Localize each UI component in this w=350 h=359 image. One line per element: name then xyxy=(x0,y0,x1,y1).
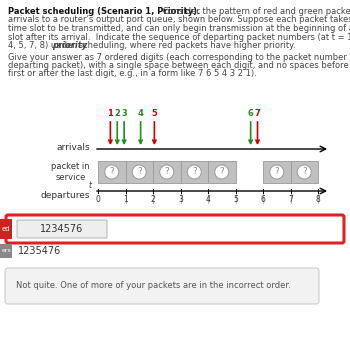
Circle shape xyxy=(105,165,119,179)
Text: 2: 2 xyxy=(114,109,120,118)
Text: departures: departures xyxy=(41,191,90,200)
Text: ?: ? xyxy=(274,168,279,177)
Text: Packet scheduling (Scenario 1, Priority).: Packet scheduling (Scenario 1, Priority)… xyxy=(8,7,200,16)
Text: ?: ? xyxy=(219,168,224,177)
Text: arrivals to a router’s output port queue, shown below. Suppose each packet takes: arrivals to a router’s output port queue… xyxy=(8,15,350,24)
Text: 1235476: 1235476 xyxy=(18,246,61,256)
Circle shape xyxy=(297,165,311,179)
Text: 5: 5 xyxy=(233,195,238,204)
Text: 3: 3 xyxy=(121,109,127,118)
Bar xyxy=(263,161,290,183)
Text: 2: 2 xyxy=(150,195,155,204)
Text: 1234576: 1234576 xyxy=(40,224,84,234)
Bar xyxy=(153,161,181,183)
Text: ?: ? xyxy=(137,168,142,177)
Text: arrivals: arrivals xyxy=(56,143,90,151)
FancyBboxPatch shape xyxy=(0,244,12,258)
Text: Consider the pattern of red and green packet: Consider the pattern of red and green pa… xyxy=(160,7,350,16)
Text: ?: ? xyxy=(302,168,307,177)
Text: ?: ? xyxy=(109,168,114,177)
Text: packet in
service: packet in service xyxy=(51,162,90,182)
Text: 4: 4 xyxy=(138,109,144,118)
Text: 1: 1 xyxy=(107,109,113,118)
Text: 4, 5, 7, 8) under: 4, 5, 7, 8) under xyxy=(8,41,78,50)
Text: Give your answer as 7 ordered digits (each corresponding to the packet number of: Give your answer as 7 ordered digits (ea… xyxy=(8,52,350,61)
Text: 5: 5 xyxy=(152,109,157,118)
Circle shape xyxy=(215,165,229,179)
Text: 3: 3 xyxy=(178,195,183,204)
Text: priority: priority xyxy=(52,41,87,50)
Circle shape xyxy=(132,165,146,179)
Text: Not quite. One of more of your packets are in the incorrect order.: Not quite. One of more of your packets a… xyxy=(16,281,291,290)
Bar xyxy=(208,161,236,183)
Text: scheduling, where red packets have higher priority.: scheduling, where red packets have highe… xyxy=(76,41,295,50)
Bar xyxy=(126,161,153,183)
Text: ed: ed xyxy=(2,226,10,232)
Text: time slot to be transmitted, and can only begin transmission at the beginning of: time slot to be transmitted, and can onl… xyxy=(8,24,350,33)
Text: 7: 7 xyxy=(288,195,293,204)
Circle shape xyxy=(160,165,174,179)
Circle shape xyxy=(187,165,201,179)
Text: ers: ers xyxy=(1,248,11,253)
Text: first or after the last digit, e.g., in a form like 7 6 5 4 3 2 1).: first or after the last digit, e.g., in … xyxy=(8,70,257,79)
Text: 0: 0 xyxy=(96,195,100,204)
Text: 7: 7 xyxy=(255,109,260,118)
Text: departing packet), with a single space between each digit, and no spaces before : departing packet), with a single space b… xyxy=(8,61,350,70)
Text: 4: 4 xyxy=(205,195,210,204)
Bar xyxy=(181,161,208,183)
Text: slot after its arrival.  Indicate the sequence of departing packet numbers (at t: slot after its arrival. Indicate the seq… xyxy=(8,33,350,42)
Text: ?: ? xyxy=(192,168,197,177)
Text: 6: 6 xyxy=(260,195,265,204)
Bar xyxy=(290,161,318,183)
Text: 1: 1 xyxy=(123,195,128,204)
FancyBboxPatch shape xyxy=(0,219,12,239)
Bar xyxy=(98,161,126,183)
Text: ?: ? xyxy=(164,168,169,177)
FancyBboxPatch shape xyxy=(6,215,344,243)
FancyBboxPatch shape xyxy=(17,220,107,238)
Circle shape xyxy=(270,165,284,179)
Text: 6: 6 xyxy=(248,109,253,118)
FancyBboxPatch shape xyxy=(5,268,319,304)
Text: 8: 8 xyxy=(316,195,320,204)
Text: t: t xyxy=(89,181,92,190)
